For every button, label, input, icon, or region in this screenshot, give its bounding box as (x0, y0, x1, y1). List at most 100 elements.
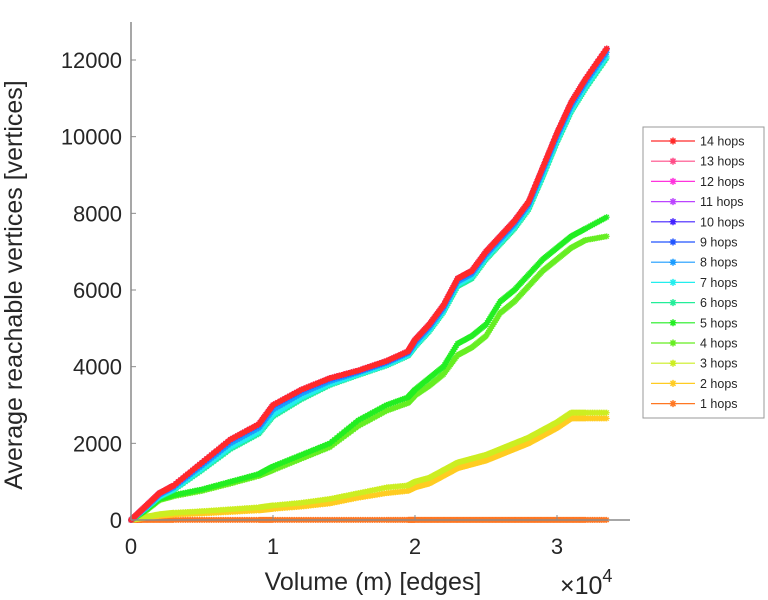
series-line (129, 56, 609, 522)
series-marker (317, 379, 324, 385)
series-marker (203, 485, 210, 492)
series-marker (274, 465, 281, 472)
series-marker (567, 101, 574, 108)
series-marker (540, 161, 547, 168)
series-marker (526, 195, 533, 202)
x-exponent-power: 4 (602, 566, 612, 586)
series-marker (445, 293, 452, 300)
series-marker (300, 450, 307, 457)
series-line (129, 47, 609, 522)
series-marker (443, 295, 450, 302)
series-marker (286, 456, 293, 463)
series-marker (603, 415, 610, 422)
series-marker (362, 413, 369, 420)
series-marker (243, 427, 250, 434)
y-tick-label: 12000 (61, 48, 122, 73)
x-exponent-base: ×10 (560, 572, 602, 600)
series-marker (441, 300, 448, 307)
series-marker (300, 393, 307, 400)
legend-marker-icon (669, 238, 677, 246)
series-marker (343, 370, 350, 377)
series-marker (357, 421, 364, 428)
series-marker (537, 170, 544, 177)
series-marker (312, 380, 319, 387)
series-marker (603, 233, 610, 240)
series-marker (312, 387, 319, 394)
series-marker (225, 479, 232, 486)
series-marker (217, 481, 224, 488)
legend-label: 9 hops (700, 236, 738, 250)
y-axis-label: Average reachable vertices [vertices] (0, 80, 28, 489)
series-marker (307, 382, 314, 389)
series-14-hops (128, 45, 610, 523)
series-marker (529, 190, 536, 197)
series-marker (527, 193, 534, 200)
series-marker (387, 406, 394, 413)
series-marker (563, 109, 570, 116)
series-marker (236, 431, 243, 438)
series-marker (399, 350, 406, 357)
series-marker (215, 481, 222, 488)
series-marker (312, 446, 319, 453)
series-marker (392, 404, 399, 411)
series-marker (385, 401, 392, 408)
series-marker (272, 462, 279, 469)
series-marker (364, 364, 371, 371)
series-line (129, 47, 609, 522)
series-marker (376, 411, 383, 418)
legend-marker-icon (669, 379, 677, 387)
series-marker (201, 485, 208, 492)
series-marker (288, 400, 295, 407)
series-marker (272, 405, 279, 412)
series-marker (281, 395, 288, 402)
legend-label: 5 hops (700, 316, 738, 330)
series-marker (396, 397, 403, 404)
legend-label: 11 hops (700, 195, 744, 209)
series-marker (281, 399, 288, 406)
series-marker (317, 444, 324, 451)
series-marker (397, 351, 404, 358)
series-marker (296, 387, 303, 394)
series-marker (288, 455, 295, 462)
series-marker (558, 119, 565, 126)
series-marker (551, 135, 558, 142)
series-marker (324, 445, 331, 452)
series-marker (394, 353, 401, 360)
series-marker (274, 461, 281, 468)
legend-label: 1 hops (700, 397, 738, 411)
legend-marker-icon (669, 339, 677, 347)
legend-marker-icon (669, 319, 677, 327)
series-marker (227, 436, 234, 443)
series-marker (319, 443, 326, 450)
series-marker (206, 484, 213, 491)
legend-item: 13 hops (651, 155, 744, 169)
series-marker (449, 284, 456, 291)
series-marker (447, 288, 454, 295)
series-marker (369, 415, 376, 422)
series-marker (403, 400, 410, 407)
legend-marker-icon (669, 218, 677, 226)
series-marker (359, 365, 366, 372)
series-marker (279, 459, 286, 466)
series-marker (546, 147, 553, 154)
series-marker (246, 433, 253, 440)
series-marker (305, 390, 312, 397)
series-marker (369, 362, 376, 369)
series-layer (128, 45, 610, 523)
series-marker (336, 372, 343, 379)
series-marker (525, 198, 532, 205)
ticks-layer: 0 1 2 3 0 2000 4000 6000 8000 10000 12000 (61, 48, 563, 559)
series-marker (248, 472, 255, 479)
series-marker (270, 463, 276, 470)
series-marker (556, 124, 563, 131)
series-marker (401, 401, 408, 408)
series-marker (383, 407, 390, 414)
series-marker (314, 379, 321, 386)
legend-marker-icon (669, 400, 677, 408)
series-marker (317, 448, 324, 454)
series-marker (362, 419, 369, 426)
series-marker (392, 353, 399, 360)
legend-label: 4 hops (700, 337, 738, 351)
legend-item: 5 hops (651, 316, 738, 330)
series-marker (243, 474, 250, 481)
